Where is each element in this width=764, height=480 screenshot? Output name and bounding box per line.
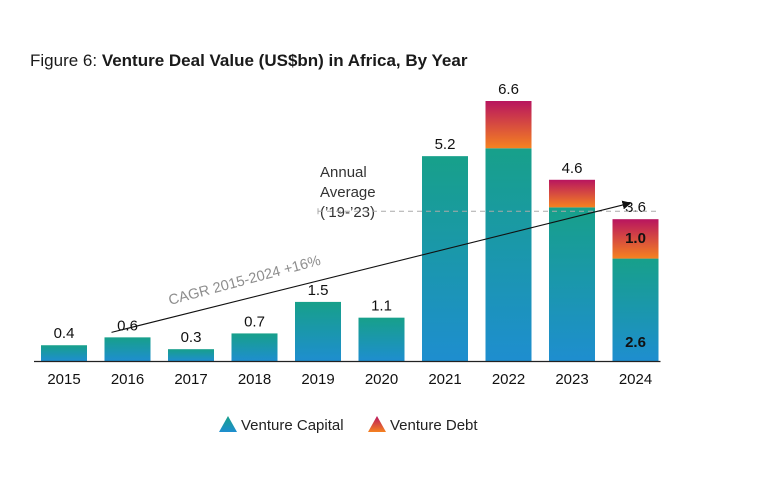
x-tick-2017: 2017: [174, 371, 207, 388]
legend-venture-debt-swatch: [368, 416, 386, 432]
total-label-2020: 1.1: [371, 298, 392, 315]
x-tick-2021: 2021: [428, 371, 461, 388]
bar-venture-debt-2022: [485, 101, 532, 149]
legend-venture-debt-label: Venture Debt: [390, 417, 478, 434]
cagr-label: CAGR 2015-2024 +16%: [167, 253, 323, 309]
total-label-2017: 0.3: [181, 329, 202, 346]
total-label-2018: 0.7: [244, 313, 265, 330]
bars-group: [41, 101, 659, 361]
total-label-2016: 0.6: [117, 317, 138, 334]
annual-average-label-line-2: Average: [320, 184, 376, 201]
legend: Venture Capital Venture Debt: [219, 416, 478, 434]
bar-venture-capital-2016: [104, 337, 151, 361]
bar-venture-capital-2024: [612, 258, 659, 361]
bar-venture-capital-2017: [168, 349, 214, 361]
bar-venture-capital-2019: [295, 301, 341, 361]
bar-venture-capital-2018: [231, 333, 278, 361]
x-tick-2024: 2024: [619, 371, 652, 388]
x-tick-2016: 2016: [111, 371, 144, 388]
labels-group: 0.4 0.6 0.3 0.7 1.5 1.1 5.2 6.6 4.6 3.6 2.6 1.0: [54, 81, 646, 351]
bar-venture-capital-2020: [358, 317, 405, 361]
bar-venture-debt-2024: [612, 219, 659, 259]
annual-average-label-line-3: (’19-’23): [320, 204, 375, 221]
total-label-2022: 6.6: [498, 81, 519, 98]
x-tick-2015: 2015: [47, 371, 80, 388]
chart-title: Figure 6: Venture Deal Value (US$bn) in …: [30, 51, 468, 70]
cagr-trend-arrow: [111, 200, 632, 333]
total-label-2024: 3.6: [625, 199, 646, 216]
legend-venture-capital-swatch: [219, 416, 237, 432]
annual-average-annotation: Annual Average (’19-’23): [320, 164, 376, 221]
segment-label-2024-venture-capital: 2.6: [625, 334, 646, 351]
annual-average-label-line-1: Annual: [320, 164, 367, 181]
total-label-2015: 0.4: [54, 325, 75, 342]
x-tick-2022: 2022: [492, 371, 525, 388]
bar-venture-capital-2023: [549, 207, 595, 361]
total-label-2019: 1.5: [308, 282, 329, 299]
bar-venture-debt-2023: [549, 179, 595, 208]
x-tick-2018: 2018: [238, 371, 271, 388]
bar-venture-capital-2015: [41, 345, 87, 361]
x-tick-2023: 2023: [555, 371, 588, 388]
bar-venture-capital-2022: [485, 148, 532, 361]
title-prefix: Figure 6:: [30, 51, 102, 70]
x-tick-2019: 2019: [301, 371, 334, 388]
x-tick-2020: 2020: [365, 371, 398, 388]
total-label-2021: 5.2: [435, 136, 456, 153]
total-label-2023: 4.6: [562, 160, 583, 177]
segment-label-2024-venture-debt: 1.0: [625, 230, 646, 247]
x-axis-ticks: 2015 2016 2017 2018 2019 2020 2021 2022 2023 2024: [47, 371, 652, 388]
legend-venture-capital-label: Venture Capital: [241, 417, 344, 434]
title-main: Venture Deal Value (US$bn) in Africa, By…: [102, 51, 468, 70]
bar-venture-capital-2021: [422, 156, 468, 361]
